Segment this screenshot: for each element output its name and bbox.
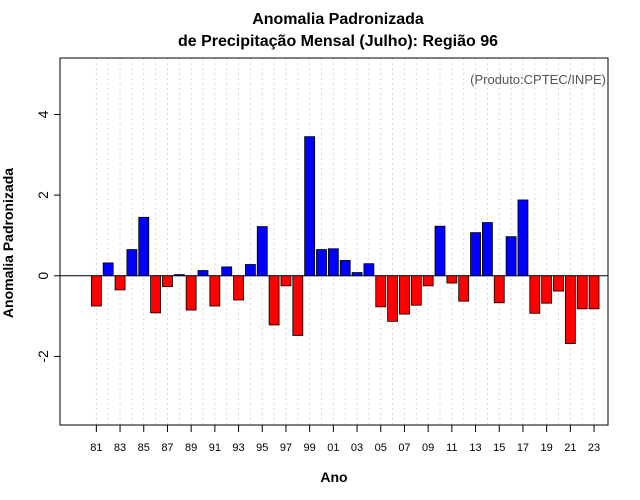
bar-1994 [244, 264, 256, 277]
bar-2003 [351, 272, 363, 277]
x-tick-label: 19 [541, 442, 553, 454]
bar-2009 [422, 275, 434, 287]
bar-1996 [268, 275, 280, 326]
bar-2023 [588, 275, 600, 310]
bar-2002 [339, 260, 351, 277]
x-tick-label: 15 [493, 442, 505, 454]
bar-2012 [458, 275, 470, 302]
x-tick-label: 91 [209, 442, 221, 454]
bar-1999 [304, 136, 316, 277]
bar-1985 [138, 216, 150, 277]
bar-2015 [493, 275, 505, 304]
bar-2018 [529, 275, 541, 314]
x-tick-label: 81 [90, 442, 102, 454]
bar-1990 [197, 270, 209, 277]
bar-2006 [387, 275, 399, 322]
bar-2022 [576, 275, 588, 310]
x-tick-label: 93 [232, 442, 244, 454]
bar-2011 [446, 275, 458, 284]
x-tick-label: 95 [256, 442, 268, 454]
x-tick-label: 23 [588, 442, 600, 454]
x-axis-title: Ano [320, 469, 347, 485]
bar-2008 [410, 275, 422, 306]
bar-2016 [505, 236, 517, 277]
plot-frame [59, 57, 609, 426]
chart-title-line1: Anomalia Padronizada [252, 11, 424, 28]
x-tick-label: 99 [304, 442, 316, 454]
bar-2019 [541, 275, 553, 304]
x-tick-label: 97 [280, 442, 292, 454]
bar-1984 [126, 249, 138, 277]
bar-1986 [150, 275, 162, 314]
y-tick-label: -2 [35, 350, 51, 363]
bar-1988 [173, 274, 185, 277]
bar-2021 [564, 275, 576, 344]
bar-2001 [327, 248, 339, 277]
bar-1992 [221, 266, 233, 277]
x-tick-label: 89 [185, 442, 197, 454]
bar-1998 [292, 275, 304, 336]
x-tick-label: 21 [564, 442, 576, 454]
x-tick-label: 05 [375, 442, 387, 454]
bar-2020 [553, 275, 564, 292]
x-tick-label: 87 [161, 442, 173, 454]
bar-1989 [185, 275, 197, 311]
x-tick-label: 09 [422, 442, 434, 454]
x-tick-label: 11 [446, 442, 457, 454]
bar-1991 [209, 275, 221, 307]
x-axis: 81 83 85 87 89 91 93 95 97 99 01 03 05 07 09 11 13 15 17 19… [90, 425, 600, 454]
bar-2007 [399, 275, 410, 315]
bar-2005 [375, 275, 387, 308]
x-tick-label: 83 [114, 442, 126, 454]
bar-1987 [162, 275, 173, 288]
bar-2013 [470, 232, 481, 277]
bar-1993 [233, 275, 244, 301]
x-tick-label: 85 [138, 442, 150, 454]
grid-lines [95, 58, 595, 425]
bar-2010 [434, 225, 446, 277]
bar-2000 [316, 249, 327, 277]
y-axis: -2 0 2 4 [35, 110, 60, 363]
bar-2017 [517, 199, 529, 277]
bar-1995 [256, 226, 268, 277]
x-tick-label: 03 [351, 442, 363, 454]
bar-2004 [363, 263, 375, 277]
x-tick-label: 13 [469, 442, 481, 454]
chart-title-line2: de Precipitação Mensal (Julho): Região 9… [178, 33, 498, 50]
bar-1982 [102, 262, 114, 277]
y-tick-label: 4 [35, 110, 51, 118]
bar-1981 [90, 275, 102, 307]
bars [90, 136, 600, 344]
x-tick-label: 01 [327, 442, 339, 454]
bar-1997 [280, 275, 292, 287]
bar-2014 [481, 222, 493, 277]
y-tick-label: 2 [35, 191, 51, 199]
x-tick-label: 07 [398, 442, 410, 454]
y-axis-title: Anomalia Padronizada [0, 168, 16, 318]
x-tick-label: 17 [517, 442, 529, 454]
credit-label: (Produto:CPTEC/INPE) [470, 72, 606, 87]
bar-1983 [114, 275, 126, 291]
y-tick-label: 0 [35, 272, 51, 280]
